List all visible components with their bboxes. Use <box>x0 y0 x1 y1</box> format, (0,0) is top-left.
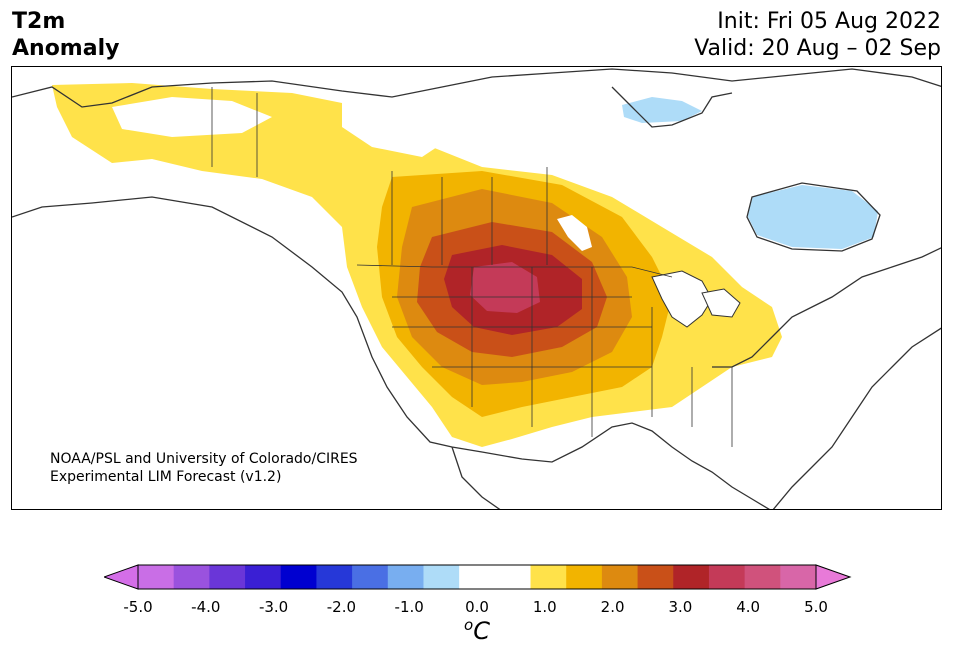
colorbar-tick-label: 1.0 <box>532 598 557 616</box>
colorbar-cells <box>138 565 817 589</box>
cold-anomaly-quebec <box>747 185 878 249</box>
colorbar-cell <box>566 565 603 589</box>
unit-letter: C <box>473 617 490 645</box>
colorbar-cell <box>708 565 746 589</box>
political-borders <box>211 87 733 447</box>
colorbar-cell <box>494 565 532 589</box>
colorbar-cell <box>744 565 781 589</box>
colorbar-tick-label: -2.0 <box>326 598 357 616</box>
colorbar-cell <box>352 565 389 589</box>
colorbar-max-arrow <box>815 564 852 590</box>
colorbar-cell <box>387 565 424 589</box>
colorbar-outline <box>137 564 817 590</box>
colorbar-cell <box>530 565 567 589</box>
colorbar-cell <box>316 565 353 589</box>
map-title: T2m Anomaly <box>12 8 119 62</box>
title-line-2: Anomaly <box>12 36 120 61</box>
coastlines <box>12 68 941 509</box>
credit-line-1: NOAA/PSL and University of Colorado/CIRE… <box>50 451 358 467</box>
colorbar-tick-label: 2.0 <box>600 598 625 616</box>
unit-label: oC <box>440 616 514 645</box>
colorbar-cell <box>459 565 496 589</box>
colorbar-tick-label: -4.0 <box>191 598 221 616</box>
colorbar-cell <box>637 565 674 589</box>
valid-range: Valid: 20 Aug – 02 Sep <box>694 36 941 61</box>
anomaly-region-3-0 <box>470 262 540 313</box>
unit-degree: o <box>464 616 474 634</box>
colorbar-tick-label: -3.0 <box>258 598 289 616</box>
title-line-1: T2m <box>12 9 66 34</box>
anomaly-map: NOAA/PSL and University of Colorado/CIRE… <box>11 66 942 510</box>
colorbar-tick-label: -1.0 <box>394 598 424 616</box>
map-canvas <box>12 68 941 509</box>
colorbar-cell <box>245 565 282 589</box>
colorbar-cell <box>601 565 639 589</box>
colorbar-cell <box>209 565 246 589</box>
colorbar-cell <box>138 565 175 589</box>
credit-line-2: Experimental LIM Forecast (v1.2) <box>50 469 282 485</box>
forecast-dates: Init: Fri 05 Aug 2022 Valid: 20 Aug – 02… <box>694 8 941 62</box>
init-date: Init: Fri 05 Aug 2022 <box>717 9 941 34</box>
colorbar-cell <box>423 565 460 589</box>
colorbar-tick-label: 0.0 <box>465 598 489 616</box>
cold-anomaly-hudson <box>622 97 702 123</box>
credit-text: NOAA/PSL and University of Colorado/CIRE… <box>50 450 358 486</box>
colorbar-cell <box>280 565 317 589</box>
colorbar <box>104 564 852 590</box>
colorbar-min-arrow <box>104 564 139 590</box>
colorbar-tick-label: 5.0 <box>804 598 828 616</box>
colorbar-cell <box>780 565 817 589</box>
colorbar-tick-label: 3.0 <box>668 598 693 616</box>
colorbar-cell <box>673 565 710 589</box>
colorbar-tick-label: -5.0 <box>123 598 153 616</box>
colorbar-cell <box>173 565 210 589</box>
colorbar-tick-label: 4.0 <box>736 598 761 616</box>
